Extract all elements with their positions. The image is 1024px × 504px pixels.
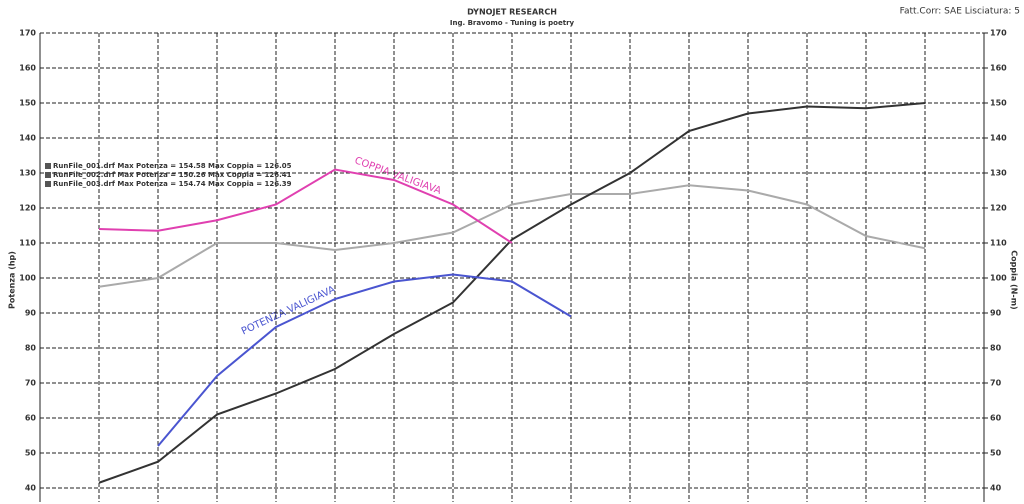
legend-entry: RunFile_003.drf Max Potenza = 154.74 Max… [53,180,292,188]
series-line [98,102,926,484]
y-tick-label: 40 [25,484,37,493]
y-tick-label: 160 [19,64,36,73]
y2-tick-label: 70 [990,379,1002,388]
chart-subtitle: Ing. Bravomo - Tuning is poetry [450,19,575,27]
y-tick-label: 120 [19,204,36,213]
y-tick-label: 170 [19,29,36,38]
y2-tick-label: 40 [990,484,1002,493]
series-line [98,168,513,244]
y2-axis-label: Coppia (N-m) [1010,250,1019,309]
y2-tick-label: 170 [990,29,1007,38]
legend-entry: RunFile_001.drf Max Potenza = 154.58 Max… [53,162,292,170]
y2-tick-label: 120 [990,204,1007,213]
y-tick-label: 70 [25,379,37,388]
y-tick-label: 90 [25,309,37,318]
y-tick-label: 60 [25,414,37,423]
y2-tick-label: 110 [990,239,1007,248]
legend-entry: RunFile_002.drf Max Potenza = 150.26 Max… [53,171,292,179]
legend-swatch [45,172,51,178]
y-tick-label: 50 [25,449,37,458]
y2-tick-label: 100 [990,274,1007,283]
series-line [157,273,572,447]
y2-tick-label: 90 [990,309,1002,318]
legend-swatch [45,163,51,169]
y2-tick-label: 80 [990,344,1002,353]
y2-tick-label: 160 [990,64,1007,73]
corner-note: Fatt.Corr: SAE Lisciatura: 5 [900,7,1020,17]
annotation: POTENZA VALIGIAVA [240,284,337,337]
y2-tick-label: 60 [990,414,1002,423]
annotation: COPPIA VALIGIAVA [353,155,443,197]
y-tick-label: 130 [19,169,36,178]
y2-tick-label: 150 [990,99,1007,108]
y-tick-label: 80 [25,344,37,353]
y2-tick-label: 140 [990,134,1007,143]
y2-tick-label: 50 [990,449,1002,458]
chart-title: DYNOJET RESEARCH [467,8,557,17]
y-axis-label: Potenza (hp) [8,251,17,309]
y-tick-label: 140 [19,134,36,143]
series-line [98,184,926,288]
y2-tick-label: 130 [990,169,1007,178]
legend-swatch [45,181,51,187]
y-tick-label: 100 [19,274,36,283]
y-tick-label: 110 [19,239,36,248]
y-tick-label: 150 [19,99,36,108]
